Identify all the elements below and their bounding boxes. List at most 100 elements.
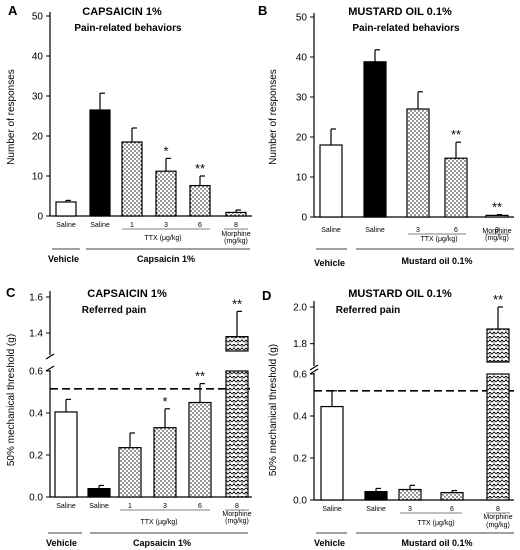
panel-d-letter: D <box>262 288 271 303</box>
panel-c-morphine-unit-label: (mg/kg) <box>225 518 249 525</box>
panel-b-y-tick-label: 20 <box>296 133 308 144</box>
panel-b-subtitle: Pain-related behaviors <box>352 23 460 34</box>
panel-c-y-axis-label: 50% mechanical threshold (g) <box>6 334 17 466</box>
panel-c-category-label: Saline <box>56 503 76 510</box>
panel-d-bar <box>364 491 388 501</box>
panel-c-bar <box>54 411 78 498</box>
panel-c-y-tick-label: 0.4 <box>29 409 43 420</box>
panel-c-y-tick-label: 0.6 <box>29 367 43 378</box>
panel-d-category-label: 6 <box>450 506 454 513</box>
panel-a-bar <box>121 141 143 217</box>
panel-d-bar-upper <box>486 328 510 363</box>
panel-a-ttx-label: TTX (μg/kg) <box>144 235 181 242</box>
panel-c-y-tick-label: 1.6 <box>29 293 43 304</box>
panel-c-bar <box>225 370 249 498</box>
panel-a-significance-mark: ** <box>195 161 205 176</box>
panel-b-y-tick-label: 0 <box>301 213 307 224</box>
panel-a-category-label: Saline <box>56 222 76 229</box>
panel-b: B MUSTARD OIL 0.1% Pain-related behavior… <box>258 3 514 268</box>
panel-d-significance-mark: ** <box>493 292 503 307</box>
panel-a-bar <box>225 211 247 217</box>
panel-d-morphine-unit-label: (mg/kg) <box>486 522 510 529</box>
panel-b-significance-mark: ** <box>451 127 461 142</box>
panel-c-significance-mark: ** <box>232 296 242 311</box>
panel-c-significance-mark: * <box>162 394 167 409</box>
panel-a-letter: A <box>8 3 18 18</box>
panel-b-letter: B <box>258 3 267 18</box>
panel-a-category-label: Saline <box>90 222 110 229</box>
panel-d-y-tick-label: 2.0 <box>293 303 307 314</box>
panel-a-y-axis-label: Number of responses <box>6 69 17 165</box>
panel-b-bar <box>485 214 509 218</box>
panel-b-y-tick-label: 30 <box>296 93 308 104</box>
panel-d-subtitle: Referred pain <box>336 305 400 316</box>
panel-b-category-label: 6 <box>454 227 458 234</box>
panel-d-category-label: 8 <box>496 506 500 513</box>
panel-b-category-label: Saline <box>365 227 385 234</box>
panel-c-morphine-label: Morphine <box>222 511 251 518</box>
panel-c: C CAPSAICIN 1% Referred pain 50% mechani… <box>6 285 252 548</box>
panel-b-morphine-label: Morphine <box>482 228 511 235</box>
panel-c-vehicle-label: Vehicle <box>46 538 77 548</box>
panel-c-category-label: 3 <box>163 503 167 510</box>
panel-d-y-tick-label: 1.8 <box>293 339 307 350</box>
panel-d-bar <box>486 373 510 501</box>
panel-c-bar <box>188 401 212 498</box>
panel-a-group-label: Capsaicin 1% <box>137 254 195 264</box>
panel-d-title: MUSTARD OIL 0.1% <box>348 288 452 300</box>
panel-a-subtitle: Pain-related behaviors <box>74 23 182 34</box>
panel-d: D MUSTARD OIL 0.1% Referred pain 50% mec… <box>262 288 514 548</box>
panel-d-vehicle-label: Vehicle <box>314 538 345 548</box>
panel-a-y-tick-label: 20 <box>32 132 44 143</box>
panel-d-y-axis-label: 50% mechanical threshold (g) <box>268 344 279 476</box>
panel-b-category-label: Saline <box>321 227 341 234</box>
panel-c-group-label: Capsaicin 1% <box>133 538 191 548</box>
panel-c-axis-break <box>45 353 55 372</box>
panel-d-y-tick-label: 0.2 <box>293 454 307 465</box>
panel-b-title: MUSTARD OIL 0.1% <box>348 6 452 18</box>
panel-c-category-label: 6 <box>198 503 202 510</box>
panel-d-ttx-label: TTX (μg/kg) <box>417 520 454 527</box>
panel-a-category-label: 3 <box>164 222 168 229</box>
panel-c-title: CAPSAICIN 1% <box>87 288 167 300</box>
panel-b-bar <box>444 157 468 218</box>
panel-b-ttx-label: TTX (μg/kg) <box>420 236 457 243</box>
panel-c-subtitle: Referred pain <box>82 305 146 316</box>
panel-a-morphine-label: Morphine <box>221 231 250 238</box>
panel-c-category-label: 1 <box>128 503 132 510</box>
panel-c-bar <box>87 488 111 498</box>
panel-b-y-tick-label: 50 <box>296 13 308 24</box>
panel-c-y-tick-label: 0.0 <box>29 493 43 504</box>
panel-b-category-label: 8 <box>495 227 499 234</box>
panel-a-y-tick-label: 40 <box>32 52 44 63</box>
panel-b-group-label: Mustard oil 0.1% <box>401 256 472 266</box>
panel-a-y-tick-label: 30 <box>32 92 44 103</box>
panel-b-morphine-unit-label: (mg/kg) <box>485 235 509 242</box>
panel-a-category-label: 8 <box>234 222 238 229</box>
panel-d-y-tick-label: 0.4 <box>293 412 307 423</box>
panel-d-axis-break <box>309 364 319 375</box>
panel-c-significance-mark: ** <box>195 369 205 384</box>
panel-d-bar <box>398 488 422 501</box>
panel-b-bar <box>363 61 387 218</box>
panel-c-category-label: 8 <box>235 503 239 510</box>
panel-b-y-tick-label: 10 <box>296 173 308 184</box>
panel-a: A CAPSAICIN 1% Pain-related behaviors Nu… <box>6 3 252 264</box>
panel-a-morphine-unit-label: (mg/kg) <box>224 238 248 245</box>
panel-b-bar <box>319 144 343 218</box>
panel-b-category-label: 3 <box>416 227 420 234</box>
panel-a-y-tick-label: 0 <box>37 212 43 223</box>
panel-d-category-label: Saline <box>322 506 342 513</box>
panel-c-y-tick-label: 1.4 <box>29 329 43 340</box>
panel-a-bar <box>189 185 211 217</box>
panel-d-group-label: Mustard oil 0.1% <box>401 538 472 548</box>
panel-b-y-tick-label: 40 <box>296 53 308 64</box>
panel-d-bar <box>320 405 344 501</box>
panel-c-y-tick-label: 0.2 <box>29 451 43 462</box>
panel-d-bar <box>440 492 464 501</box>
panel-d-y-tick-label: 0.6 <box>293 370 307 381</box>
panel-a-title: CAPSAICIN 1% <box>82 6 162 18</box>
panel-a-y-tick-label: 10 <box>32 172 44 183</box>
panel-b-y-axis-label: Number of responses <box>268 69 279 165</box>
